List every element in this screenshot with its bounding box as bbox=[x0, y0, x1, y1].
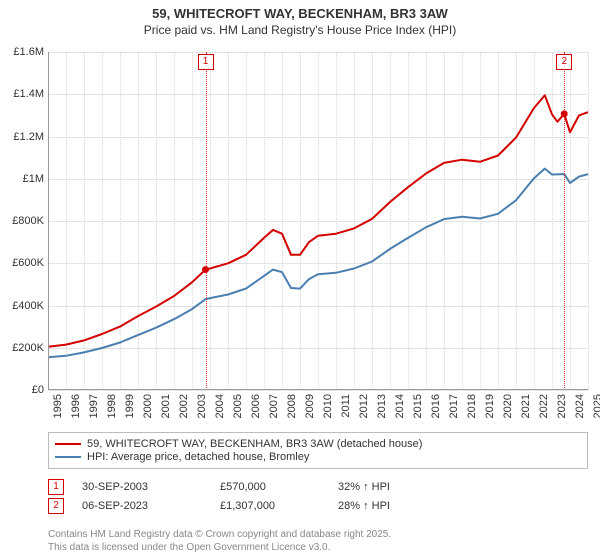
x-tick-label: 2009 bbox=[304, 394, 316, 418]
x-tick-label: 2013 bbox=[376, 394, 388, 418]
legend-label: 59, WHITECROFT WAY, BECKENHAM, BR3 3AW (… bbox=[87, 438, 422, 450]
sale-marker-vline bbox=[206, 52, 207, 390]
y-tick-label: £0 bbox=[0, 384, 44, 396]
x-tick-label: 2001 bbox=[160, 394, 172, 418]
plot-area: 12 bbox=[48, 52, 588, 390]
legend-item: HPI: Average price, detached house, Brom… bbox=[55, 451, 581, 463]
x-tick-label: 2023 bbox=[556, 394, 568, 418]
y-tick-label: £1.6M bbox=[0, 46, 44, 58]
title-line-2: Price paid vs. HM Land Registry's House … bbox=[0, 23, 600, 37]
x-tick-label: 2017 bbox=[448, 394, 460, 418]
x-tick-label: 2020 bbox=[502, 394, 514, 418]
legend-item: 59, WHITECROFT WAY, BECKENHAM, BR3 3AW (… bbox=[55, 438, 581, 450]
sale-price: £570,000 bbox=[220, 481, 320, 493]
sale-marker-badge: 2 bbox=[556, 54, 572, 70]
sale-row: 2 06-SEP-2023 £1,307,000 28% ↑ HPI bbox=[48, 498, 588, 514]
footer-credits: Contains HM Land Registry data © Crown c… bbox=[48, 529, 588, 554]
y-tick-label: £1.2M bbox=[0, 131, 44, 143]
legend-label: HPI: Average price, detached house, Brom… bbox=[87, 451, 309, 463]
grid-line-v bbox=[588, 52, 589, 390]
x-tick-label: 2018 bbox=[466, 394, 478, 418]
x-tick-label: 2014 bbox=[394, 394, 406, 418]
x-tick-label: 2000 bbox=[142, 394, 154, 418]
x-tick-label: 2024 bbox=[574, 394, 586, 418]
sale-badge: 2 bbox=[48, 498, 64, 514]
series-line-price_paid bbox=[48, 95, 588, 346]
x-tick-label: 2003 bbox=[196, 394, 208, 418]
sale-marker-vline bbox=[564, 52, 565, 390]
x-tick-label: 1999 bbox=[124, 394, 136, 418]
title-line-1: 59, WHITECROFT WAY, BECKENHAM, BR3 3AW bbox=[0, 6, 600, 21]
sale-pct: 32% ↑ HPI bbox=[338, 481, 458, 493]
x-tick-label: 2005 bbox=[232, 394, 244, 418]
x-tick-label: 1997 bbox=[88, 394, 100, 418]
y-tick-label: £200K bbox=[0, 342, 44, 354]
y-tick-label: £400K bbox=[0, 300, 44, 312]
x-tick-label: 2016 bbox=[430, 394, 442, 418]
y-tick-label: £600K bbox=[0, 257, 44, 269]
series-line-hpi bbox=[48, 169, 588, 358]
sale-date: 30-SEP-2003 bbox=[82, 481, 202, 493]
chart-container: 59, WHITECROFT WAY, BECKENHAM, BR3 3AW P… bbox=[0, 0, 600, 560]
sale-badge: 1 bbox=[48, 479, 64, 495]
x-tick-label: 2021 bbox=[520, 394, 532, 418]
x-tick-label: 2002 bbox=[178, 394, 190, 418]
legend-swatch bbox=[55, 456, 81, 458]
x-tick-label: 2022 bbox=[538, 394, 550, 418]
x-tick-label: 2008 bbox=[286, 394, 298, 418]
y-tick-label: £1M bbox=[0, 173, 44, 185]
footer-line-2: This data is licensed under the Open Gov… bbox=[48, 542, 588, 555]
line-series-svg bbox=[48, 52, 588, 390]
sale-pct: 28% ↑ HPI bbox=[338, 500, 458, 512]
x-tick-label: 2007 bbox=[268, 394, 280, 418]
x-tick-label: 2019 bbox=[484, 394, 496, 418]
sale-date: 06-SEP-2023 bbox=[82, 500, 202, 512]
sale-price: £1,307,000 bbox=[220, 500, 320, 512]
sale-marker-badge: 1 bbox=[198, 54, 214, 70]
x-tick-label: 2006 bbox=[250, 394, 262, 418]
legend: 59, WHITECROFT WAY, BECKENHAM, BR3 3AW (… bbox=[48, 432, 588, 469]
x-tick-label: 2004 bbox=[214, 394, 226, 418]
x-tick-label: 2012 bbox=[358, 394, 370, 418]
x-tick-label: 1998 bbox=[106, 394, 118, 418]
sales-table: 1 30-SEP-2003 £570,000 32% ↑ HPI 2 06-SEP-202… bbox=[48, 476, 588, 517]
x-tick-label: 2011 bbox=[340, 394, 352, 418]
x-tick-label: 2025 bbox=[592, 394, 600, 418]
sale-row: 1 30-SEP-2003 £570,000 32% ↑ HPI bbox=[48, 479, 588, 495]
grid-line-h bbox=[48, 390, 588, 391]
y-tick-label: £1.4M bbox=[0, 88, 44, 100]
footer-line-1: Contains HM Land Registry data © Crown c… bbox=[48, 529, 588, 542]
legend-swatch bbox=[55, 443, 81, 445]
x-tick-label: 2010 bbox=[322, 394, 334, 418]
chart-title: 59, WHITECROFT WAY, BECKENHAM, BR3 3AW P… bbox=[0, 0, 600, 39]
y-tick-label: £800K bbox=[0, 215, 44, 227]
x-tick-label: 1995 bbox=[52, 394, 64, 418]
x-tick-label: 1996 bbox=[70, 394, 82, 418]
x-tick-label: 2015 bbox=[412, 394, 424, 418]
